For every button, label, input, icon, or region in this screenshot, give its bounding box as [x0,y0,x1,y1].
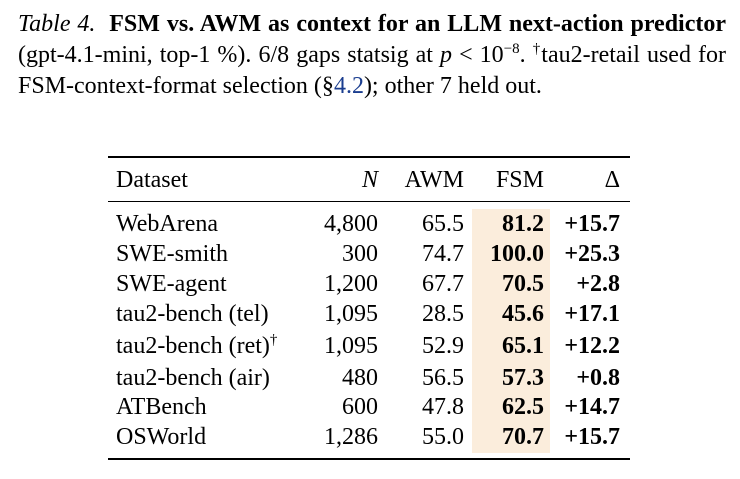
cell-dataset: SWE-agent [116,271,227,297]
cell-dataset: WebArena [116,211,219,237]
cell-dataset: ATBench [116,394,207,420]
cell-fsm: 65.1 [502,333,544,359]
table-row: SWE-agent 1,200 67.7 70.5 +2.8 [108,269,630,299]
section-reference-link[interactable]: 4.2 [333,73,364,99]
cell-awm: 52.9 [422,333,464,359]
caption-note-a: tau2-retail used for FSM-context-format … [18,42,726,99]
table-row: tau2-bench (ret)† 1,095 52.9 65.1 +12.2 [108,331,630,361]
cell-delta: +15.7 [564,211,620,237]
table-top-rule [108,156,630,158]
cell-fsm: 45.6 [502,301,544,327]
cell-n: 600 [342,394,378,420]
caption-paren: (gpt-4.1-mini, top-1 %). 6/8 gaps statsi… [18,42,441,68]
cell-dataset: tau2-bench (tel) [116,301,269,327]
caption-dagger: † [532,41,542,57]
caption-math-var: p [440,42,453,68]
header-delta: Δ [604,167,620,193]
cell-n: 300 [342,241,378,267]
table-bottom-rule [108,458,630,460]
table-row: WebArena 4,800 65.5 81.2 +15.7 [108,209,630,239]
cell-awm: 56.5 [422,365,464,391]
header-awm: AWM [404,167,464,193]
cell-n: 1,200 [324,271,378,297]
cell-awm: 74.7 [422,241,464,267]
header-fsm: FSM [495,167,544,193]
header-dataset: Dataset [116,167,188,193]
cell-dataset: OSWorld [116,424,207,450]
cell-delta: +15.7 [564,424,620,450]
cell-dataset: tau2-bench (air) [116,365,270,391]
cell-awm: 47.8 [422,394,464,420]
dagger-mark: † [269,332,278,348]
table-row: ATBench 600 47.8 62.5 +14.7 [108,392,630,422]
cell-fsm: 70.5 [502,271,544,297]
cell-delta: +0.8 [576,365,620,391]
cell-n: 480 [342,365,378,391]
caption-label: Table 4. [18,11,96,37]
cell-n: 1,095 [324,301,378,327]
cell-n: 1,095 [324,333,378,359]
cell-awm: 28.5 [422,301,464,327]
table-row: tau2-bench (tel) 1,095 28.5 45.6 +17.1 [108,299,630,329]
table-row: tau2-bench (air) 480 56.5 57.3 +0.8 [108,363,630,393]
cell-fsm: 70.7 [502,424,544,450]
table-header-rule [108,201,630,202]
cell-delta: +2.8 [576,271,620,297]
caption-after-math: . [519,42,526,68]
cell-delta: +25.3 [564,241,620,267]
cell-n: 4,800 [324,211,378,237]
dataset-label: tau2-bench (ret) [116,333,270,359]
cell-awm: 67.7 [422,271,464,297]
cell-delta: +12.2 [564,333,620,359]
header-n: N [361,167,378,193]
caption-title: FSM vs. AWM as context for an LLM next-a… [109,11,726,37]
fsm-column-highlight [472,209,550,453]
cell-fsm: 57.3 [502,365,544,391]
cell-fsm: 62.5 [502,394,544,420]
cell-dataset: tau2-bench (ret)† [116,331,277,361]
caption-note-b: ); other 7 held out. [363,73,542,99]
cell-awm: 55.0 [422,424,464,450]
cell-dataset: SWE-smith [116,241,228,267]
caption-math-rel: < 10 [452,42,504,68]
cell-delta: +14.7 [564,394,620,420]
table-caption: Table 4. FSM vs. AWM as context for an L… [18,9,726,102]
cell-fsm: 81.2 [502,211,544,237]
cell-awm: 65.5 [422,211,464,237]
table-header-row: Dataset N AWM FSM Δ [108,165,630,195]
table-row: OSWorld 1,286 55.0 70.7 +15.7 [108,422,630,452]
table-row: SWE-smith 300 74.7 100.0 +25.3 [108,239,630,269]
caption-math-exp: −8 [503,41,520,57]
cell-n: 1,286 [324,424,378,450]
cell-delta: +17.1 [564,301,620,327]
cell-fsm: 100.0 [490,241,544,267]
